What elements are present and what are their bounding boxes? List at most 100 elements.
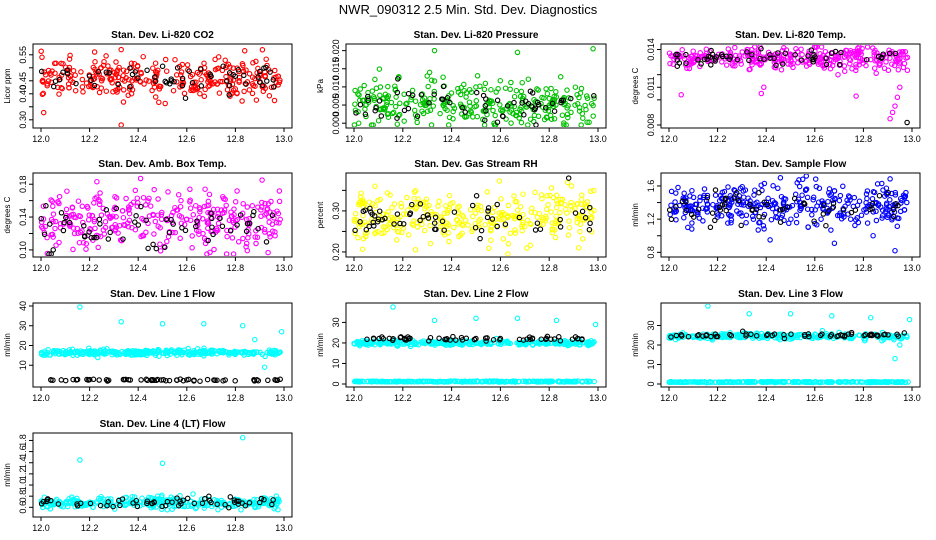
data-point xyxy=(256,79,263,85)
data-point xyxy=(810,194,817,201)
data-point xyxy=(502,221,509,227)
data-point xyxy=(718,379,725,386)
y-tick-label: 10 xyxy=(646,359,656,369)
data-point xyxy=(110,213,116,219)
data-point xyxy=(827,333,834,339)
data-point xyxy=(584,378,590,385)
data-point xyxy=(811,218,817,224)
data-point xyxy=(404,100,410,107)
data-point xyxy=(737,185,744,192)
data-point xyxy=(109,80,115,86)
data-point xyxy=(146,195,152,202)
data-point xyxy=(95,244,101,251)
data-point xyxy=(716,204,723,211)
data-point xyxy=(566,218,572,224)
data-point xyxy=(440,378,447,385)
data-point xyxy=(110,503,116,510)
data-point xyxy=(252,83,258,89)
data-point xyxy=(374,218,381,225)
data-point xyxy=(190,491,196,497)
y-axis-label: kPa xyxy=(316,79,325,93)
data-point xyxy=(203,71,210,78)
data-point xyxy=(92,59,98,65)
data-point xyxy=(205,237,211,244)
data-point xyxy=(745,379,752,385)
plot-frame xyxy=(345,172,607,258)
data-point xyxy=(375,117,382,124)
data-point xyxy=(107,348,113,355)
data-point xyxy=(194,218,200,224)
x-tick-label: 12.0 xyxy=(660,134,678,144)
data-point xyxy=(234,222,240,228)
x-tick-label: 12.8 xyxy=(227,263,245,273)
data-point xyxy=(140,53,146,60)
data-point xyxy=(532,209,538,216)
data-point xyxy=(433,211,439,218)
data-point xyxy=(412,187,419,194)
data-point xyxy=(807,379,814,386)
y-tick-label: 0.015 xyxy=(331,58,341,81)
data-point xyxy=(97,502,104,509)
data-point xyxy=(150,241,156,248)
data-point xyxy=(242,348,248,355)
data-point xyxy=(498,196,504,202)
data-point xyxy=(577,221,584,227)
data-point xyxy=(266,219,272,225)
data-point xyxy=(498,107,504,113)
data-point xyxy=(502,85,509,91)
data-point xyxy=(437,223,444,230)
data-point xyxy=(552,220,558,227)
data-point xyxy=(448,90,455,96)
data-point xyxy=(470,213,476,220)
data-point xyxy=(830,200,837,206)
data-point xyxy=(870,232,876,239)
y-tick-label: 1.2 xyxy=(646,213,656,226)
data-point xyxy=(901,193,908,200)
data-point xyxy=(113,205,120,212)
data-point xyxy=(564,111,571,118)
data-point xyxy=(212,56,218,63)
data-point xyxy=(397,334,404,341)
data-point xyxy=(673,204,679,210)
data-point xyxy=(160,376,167,383)
data-point xyxy=(144,67,150,74)
data-point xyxy=(215,220,222,227)
data-point xyxy=(253,58,259,65)
data-point xyxy=(226,504,232,511)
data-point xyxy=(56,239,62,246)
data-point xyxy=(584,119,590,125)
data-point xyxy=(753,206,760,213)
data-point xyxy=(273,219,280,226)
data-point xyxy=(398,204,405,210)
data-point xyxy=(249,203,256,209)
data-point xyxy=(159,506,165,513)
data-point xyxy=(222,57,228,64)
data-point xyxy=(93,69,99,75)
data-point xyxy=(205,209,211,216)
data-point xyxy=(239,322,246,329)
data-point xyxy=(890,213,897,220)
data-point xyxy=(508,120,514,126)
y-tick-label: 0 xyxy=(331,381,341,386)
data-point xyxy=(859,379,865,385)
data-point xyxy=(760,223,767,229)
plot-frame xyxy=(32,172,293,258)
data-point xyxy=(362,111,369,118)
data-point xyxy=(810,59,817,65)
data-point xyxy=(134,195,141,201)
data-point xyxy=(584,341,590,348)
data-point xyxy=(85,205,91,211)
data-point xyxy=(164,238,170,245)
data-point xyxy=(672,199,678,205)
data-point xyxy=(395,378,401,384)
data-point xyxy=(738,61,744,67)
data-point xyxy=(689,187,695,194)
data-point xyxy=(583,203,590,210)
data-point xyxy=(244,247,251,254)
data-point xyxy=(505,251,511,256)
data-point xyxy=(124,220,131,226)
x-tick-label: 12.0 xyxy=(32,134,50,144)
data-point xyxy=(564,210,570,216)
